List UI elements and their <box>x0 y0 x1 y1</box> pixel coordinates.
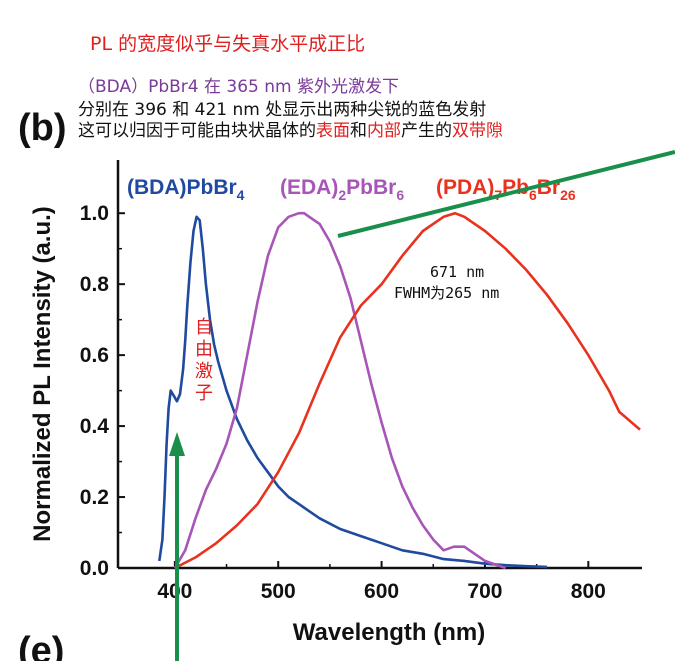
exciton-label-char: 自 <box>195 317 213 338</box>
bandgap-text-d: 内部 <box>367 121 401 141</box>
panel-label-b: (b) <box>18 107 67 149</box>
exciton-label-char: 由 <box>195 339 213 360</box>
pda-series-line <box>174 211 641 570</box>
bandgap-text-a: 这可以归因于可能由块状晶体的 <box>78 121 316 141</box>
exciton-label-char: 子 <box>195 383 213 404</box>
y-axis-label: Normalized PL Intensity (a.u.) <box>29 206 56 542</box>
legend-eda: (EDA)2PbBr6 <box>280 176 404 203</box>
x-axis-label: Wavelength (nm) <box>293 619 485 646</box>
x-tick-label: 500 <box>261 580 296 603</box>
y-tick-label: 0.6 <box>80 344 109 367</box>
bandgap-note: 这可以归因于可能由块状晶体的表面和内部产生的双带隙 <box>78 122 503 140</box>
bandgap-text-f: 双带隙 <box>452 121 503 141</box>
x-tick-label: 600 <box>364 580 399 603</box>
bandgap-text-c: 和 <box>350 121 367 141</box>
legend-bda: (BDA)PbBr4 <box>127 176 245 203</box>
heading-note: PL 的宽度似乎与失真水平成正比 <box>90 33 366 55</box>
bandgap-text-b: 表面 <box>316 121 350 141</box>
peak-note-wavelength: 671 nm <box>430 263 484 281</box>
emission-note: 分别在 396 和 421 nm 处显示出两种尖锐的蓝色发射 <box>78 100 487 120</box>
x-tick-label: 400 <box>157 580 192 603</box>
x-tick-label: 700 <box>467 580 502 603</box>
green-annotation-line <box>337 150 675 238</box>
excitation-note: （BDA）PbBr4 在 365 nm 紫外光激发下 <box>78 78 399 96</box>
y-tick-label: 1.0 <box>80 202 109 225</box>
excitation-text: （BDA）PbBr4 在 365 nm 紫外光激发下 <box>78 77 399 97</box>
exciton-label-char: 激 <box>195 361 213 382</box>
x-tick-label: 800 <box>571 580 606 603</box>
y-tick-label: 0.0 <box>80 557 109 580</box>
y-tick-label: 0.2 <box>80 486 109 509</box>
bda-series-line <box>158 215 548 569</box>
green-arrow-head <box>169 432 185 456</box>
bandgap-text-e: 产生的 <box>401 121 452 141</box>
eda-series-line <box>173 211 507 570</box>
peak-note-fwhm: FWHM为265 nm <box>394 284 499 302</box>
y-tick-label: 0.4 <box>80 415 110 438</box>
y-tick-label: 0.8 <box>80 273 110 296</box>
panel-label-e: (e) <box>18 630 64 661</box>
